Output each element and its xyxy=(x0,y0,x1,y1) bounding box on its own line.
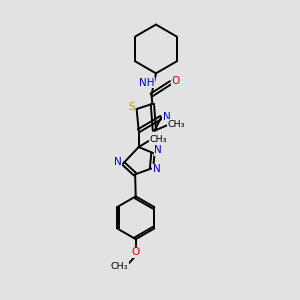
Text: NH: NH xyxy=(140,78,155,88)
Text: O: O xyxy=(132,247,140,257)
Text: CH₃: CH₃ xyxy=(168,120,185,129)
Text: N: N xyxy=(163,112,170,122)
Text: CH₃: CH₃ xyxy=(111,262,128,271)
Text: N: N xyxy=(153,164,161,174)
Text: S: S xyxy=(128,102,135,112)
Text: O: O xyxy=(171,76,179,86)
Text: N: N xyxy=(114,157,122,167)
Text: N: N xyxy=(154,145,162,155)
Text: CH₃: CH₃ xyxy=(149,135,167,144)
